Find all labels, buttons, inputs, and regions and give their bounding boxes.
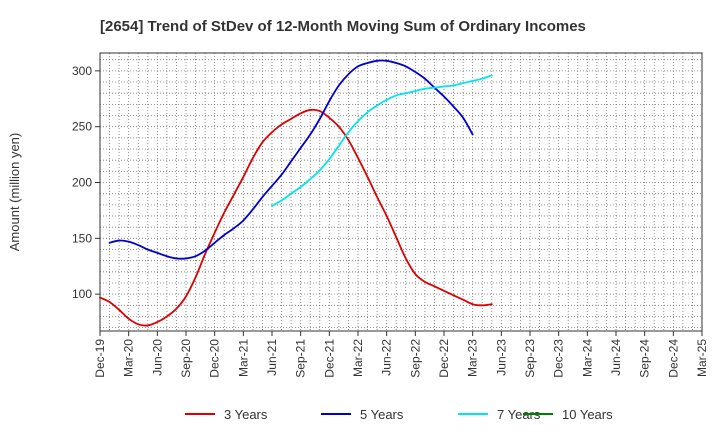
series-line-5-years (108, 59, 474, 260)
plot-background (100, 53, 702, 331)
x-tick-label: Mar-22 (351, 339, 365, 377)
y-tick-label: 250 (72, 120, 92, 134)
x-tick-label: Sep-22 (408, 339, 422, 378)
plot-area: 100 150 200 250 300 Dec-19 Mar-20 Jun-20 Sep-20 D… (72, 52, 709, 378)
legend-item-5-years: 5 Years (321, 407, 404, 422)
x-tick-label: Sep-24 (638, 339, 652, 378)
x-tick-label: Jun-24 (609, 339, 623, 376)
y-tick-label: 200 (72, 176, 92, 190)
legend-label-5-years: 5 Years (360, 407, 404, 422)
legend-item-10-years: 10 Years (523, 407, 613, 422)
legend-label-7-years: 7 Years (497, 407, 541, 422)
x-tick-label: Jun-21 (265, 339, 279, 376)
x-tick-label: Mar-20 (122, 339, 136, 377)
x-tick-label: Dec-24 (666, 339, 680, 378)
x-tick-label: Sep-21 (294, 339, 308, 378)
plot-frame (99, 52, 703, 332)
x-tick-label: Jun-23 (494, 339, 508, 376)
x-tick-label: Mar-23 (466, 339, 480, 377)
series-line-7-years (271, 74, 493, 207)
y-tick-label: 100 (72, 287, 92, 301)
x-tick-label: Dec-21 (322, 339, 336, 378)
series-line-3-years (99, 108, 493, 327)
x-tick-label: Jun-20 (150, 339, 164, 376)
x-tick-label: Sep-20 (179, 339, 193, 378)
x-tick-label: Mar-24 (580, 339, 594, 377)
x-tick-label: Sep-23 (523, 339, 537, 378)
y-tick-label: 300 (72, 64, 92, 78)
x-tick-label: Mar-21 (236, 339, 250, 377)
legend-item-7-years: 7 Years (458, 407, 541, 422)
x-tick-label: Jun-22 (380, 339, 394, 376)
x-tick-label: Dec-19 (93, 339, 107, 378)
x-tick-label: Dec-20 (208, 339, 222, 378)
y-tick-label: 150 (72, 231, 92, 245)
legend-label-3-years: 3 Years (224, 407, 268, 422)
legend-label-10-years: 10 Years (562, 407, 613, 422)
y-axis-label: Amount (million yen) (7, 133, 22, 252)
x-tick-label: Dec-23 (552, 339, 566, 378)
legend-item-3-years: 3 Years (185, 407, 268, 422)
legend: 3 Years 5 Years 7 Years 10 Years (185, 407, 613, 422)
x-tick-label: Mar-25 (695, 339, 709, 377)
chart-title: [2654] Trend of StDev of 12-Month Moving… (100, 18, 586, 35)
x-tick-label: Dec-22 (437, 339, 451, 378)
